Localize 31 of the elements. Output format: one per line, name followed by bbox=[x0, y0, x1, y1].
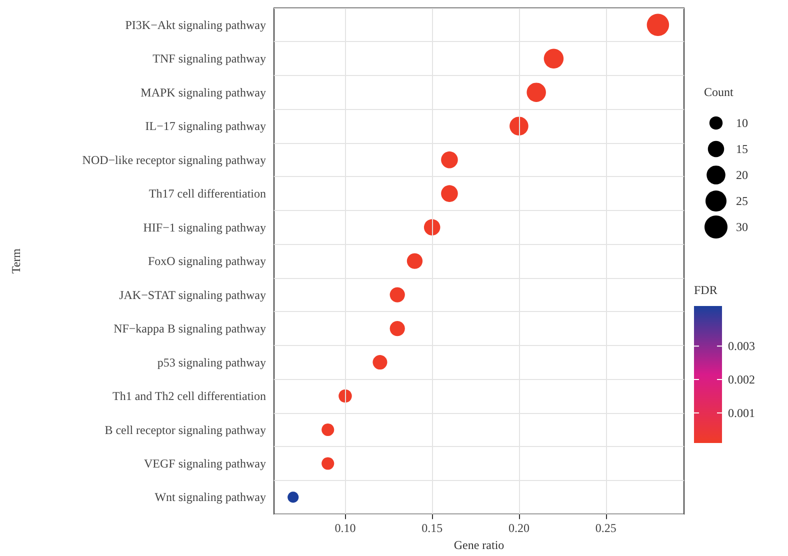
y-tick-label: FoxO signaling pathway bbox=[148, 254, 266, 268]
legend-title: Count bbox=[704, 85, 734, 99]
color-bar-title: FDR bbox=[694, 283, 718, 297]
color-bar-label: 0.002 bbox=[728, 372, 755, 387]
y-tick-label: MAPK signaling pathway bbox=[140, 85, 266, 100]
legend-label: 15 bbox=[736, 142, 748, 156]
y-tick-label: NF−kappa B signaling pathway bbox=[114, 322, 266, 336]
x-tick-label: 0.20 bbox=[508, 521, 530, 536]
x-tick-label: 0.15 bbox=[422, 521, 443, 536]
legend-label: 10 bbox=[736, 116, 748, 130]
y-tick-label: IL−17 signaling pathway bbox=[145, 119, 266, 134]
y-axis-title: Term bbox=[9, 248, 23, 274]
y-tick-label: TNF signaling pathway bbox=[152, 52, 266, 66]
color-bar-label: 0.001 bbox=[728, 406, 755, 420]
legend-label: 20 bbox=[736, 168, 748, 182]
color-bar-label: 0.003 bbox=[728, 339, 755, 354]
y-tick-label: VEGF signaling pathway bbox=[144, 456, 266, 470]
legend-label: 30 bbox=[736, 220, 748, 234]
x-tick-label: 0.25 bbox=[595, 521, 616, 536]
y-tick-label: JAK−STAT signaling pathway bbox=[119, 288, 266, 302]
y-tick-label: Wnt signaling pathway bbox=[154, 490, 266, 504]
x-axis-title: Gene ratio bbox=[454, 538, 504, 552]
y-tick-label: PI3K−Akt signaling pathway bbox=[125, 18, 266, 32]
y-tick-label: NOD−like receptor signaling pathway bbox=[82, 152, 266, 167]
y-tick-label: Th17 cell differentiation bbox=[148, 186, 266, 201]
legend-label: 25 bbox=[736, 194, 748, 208]
y-tick-label: B cell receptor signaling pathway bbox=[104, 422, 266, 437]
x-tick-label: 0.10 bbox=[334, 521, 356, 536]
y-tick-label: Th1 and Th2 cell differentiation bbox=[112, 389, 266, 404]
y-tick-label: HIF−1 signaling pathway bbox=[143, 220, 266, 234]
y-tick-label: p53 signaling pathway bbox=[157, 355, 266, 370]
